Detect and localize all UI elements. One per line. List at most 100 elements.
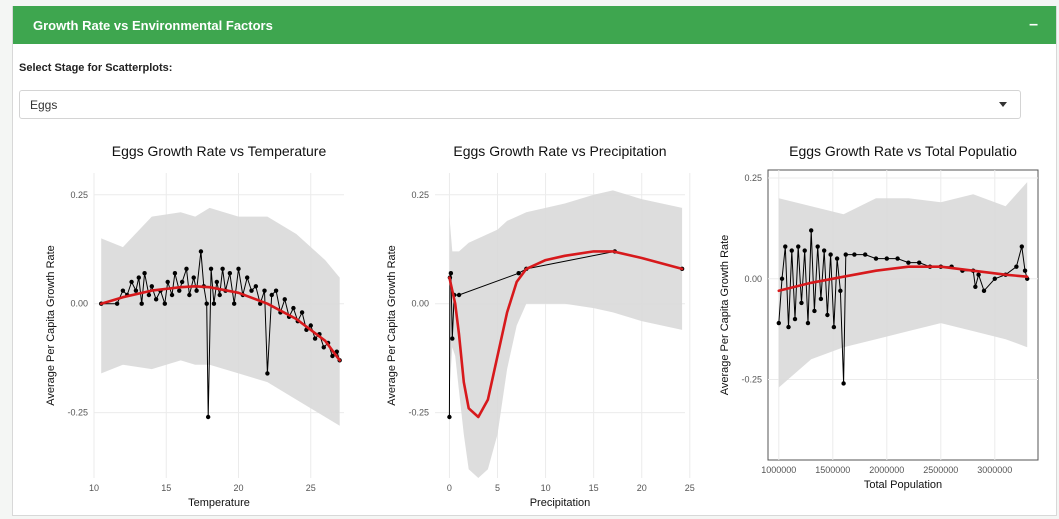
precipitation-data-point <box>450 336 455 341</box>
population-x-tick-label: 2000000 <box>869 465 904 475</box>
temperature-data-point <box>120 288 126 293</box>
temperature-y-tick-label: 0.25 <box>70 190 88 200</box>
temperature-data-point <box>308 323 313 328</box>
population-data-point <box>809 228 814 233</box>
population-x-tick-label: 2500000 <box>923 465 958 475</box>
temperature-data-point <box>217 292 222 298</box>
temperature-data-point <box>321 345 326 350</box>
collapse-button[interactable]: – <box>1029 16 1038 33</box>
temperature-x-axis-label: Temperature <box>188 497 250 509</box>
temperature-data-point <box>265 371 270 376</box>
population-y-tick-label: -0.25 <box>741 374 762 384</box>
precipitation-chart: 0 5 10 15 20 25 -0.25 0.00 0.25 Precipitation Aver… <box>365 130 697 510</box>
population-data-point <box>802 248 807 253</box>
precipitation-confidence-ribbon <box>449 190 683 478</box>
population-data-point <box>895 256 900 261</box>
precipitation-data-line <box>448 250 683 418</box>
temperature-data-point <box>177 288 182 293</box>
precipitation-y-tick-label: -0.25 <box>408 408 429 418</box>
stage-select[interactable]: Eggs <box>19 90 1021 119</box>
precipitation-data-point <box>447 414 452 420</box>
population-data-point <box>973 284 978 290</box>
temperature-data-point <box>253 284 259 289</box>
temperature-data-point <box>169 292 175 298</box>
population-data-point <box>796 244 801 249</box>
precipitation-x-tick-label: 20 <box>637 483 647 493</box>
temperature-data-point <box>136 275 141 280</box>
chevron-down-icon <box>999 102 1007 107</box>
temperature-data-point <box>162 301 168 306</box>
temperature-data-point <box>146 292 152 298</box>
precipitation-chart-svg: 0 5 10 15 20 25 -0.25 0.00 0.25 Precipitation Aver… <box>386 143 695 509</box>
temperature-data-point <box>273 288 279 293</box>
precipitation-x-tick-label: 15 <box>589 483 599 493</box>
temperature-x-tick-label: 20 <box>234 483 244 493</box>
population-data-point <box>981 288 987 294</box>
population-data-point <box>825 312 830 318</box>
temperature-data-point <box>187 292 192 298</box>
precipitation-x-tick-label: 0 <box>447 483 452 493</box>
temperature-data-point <box>139 301 144 306</box>
population-data-point <box>1022 268 1028 273</box>
population-data-point <box>776 320 781 326</box>
population-data-point <box>831 324 837 330</box>
population-data-point <box>792 316 798 322</box>
temperature-data-point <box>198 249 204 254</box>
population-chart: 1000000 1500000 2000000 2500000 3000000 -0.25… <box>706 130 1056 510</box>
population-data-point <box>789 248 794 253</box>
temperature-data-point <box>142 271 147 276</box>
temperature-data-point <box>236 266 241 272</box>
population-data-point <box>786 324 791 330</box>
population-confidence-ribbon <box>778 182 1028 388</box>
temperature-data-point <box>244 275 250 280</box>
temperature-data-point <box>205 414 211 420</box>
temperature-data-point <box>249 288 254 293</box>
temperature-data-point <box>262 288 267 293</box>
population-data-point <box>821 248 827 253</box>
precipitation-x-axis-label: Precipitation <box>530 497 591 509</box>
population-data-point <box>992 276 997 281</box>
population-data-point <box>805 320 811 326</box>
box-header: Growth Rate vs Environmental Factors – <box>13 6 1056 44</box>
population-y-tick-label: 0.00 <box>744 274 762 284</box>
population-data-point <box>884 256 889 261</box>
temperature-data-point <box>165 279 170 285</box>
population-data-point <box>818 296 824 302</box>
temperature-y-axis-label: Average Per Capita Growth Rate <box>45 245 57 406</box>
temperature-data-point <box>227 271 233 276</box>
temperature-data-point <box>204 301 209 306</box>
temperature-y-tick-label: -0.25 <box>67 408 88 418</box>
population-data-point <box>779 276 785 281</box>
temperature-x-tick-label: 10 <box>89 483 99 493</box>
temperature-data-point <box>172 271 178 276</box>
population-x-tick-label: 1000000 <box>761 465 796 475</box>
precipitation-smooth-line <box>448 250 684 419</box>
temperature-y-tick-label: 0.00 <box>70 299 88 309</box>
population-y-tick-label: 0.25 <box>744 173 762 183</box>
temperature-data-point <box>153 297 159 302</box>
precipitation-chart-title: Eggs Growth Rate vs Precipitation <box>453 143 666 159</box>
temperature-data-point <box>214 279 220 285</box>
temperature-data-point <box>330 353 335 359</box>
precipitation-x-tick-label: 25 <box>685 483 695 493</box>
temperature-data-point <box>269 292 274 298</box>
temperature-data-point <box>231 301 237 306</box>
temperature-data-point <box>299 310 305 315</box>
population-data-point <box>906 260 911 265</box>
precipitation-data-point <box>448 271 454 276</box>
population-data-point <box>852 252 857 257</box>
population-x-tick-label: 1500000 <box>815 465 850 475</box>
temperature-data-point <box>191 275 196 280</box>
stage-select-value: Eggs <box>30 97 58 112</box>
precipitation-y-tick-label: 0.25 <box>411 190 429 200</box>
population-data-point <box>843 252 848 257</box>
population-data-point <box>783 244 788 249</box>
box-title: Growth Rate vs Environmental Factors <box>33 17 273 33</box>
temperature-chart: 10 15 20 25 -0.25 0.00 0.25 Temperature Average … <box>24 130 354 510</box>
precipitation-x-tick-label: 10 <box>541 483 551 493</box>
stage-select-label: Select Stage for Scatterplots: <box>19 62 173 74</box>
precipitation-y-tick-label: 0.00 <box>411 299 429 309</box>
temperature-smooth-line <box>99 285 342 362</box>
precipitation-x-tick-label: 5 <box>495 483 500 493</box>
temperature-chart-title: Eggs Growth Rate vs Temperature <box>112 143 327 159</box>
